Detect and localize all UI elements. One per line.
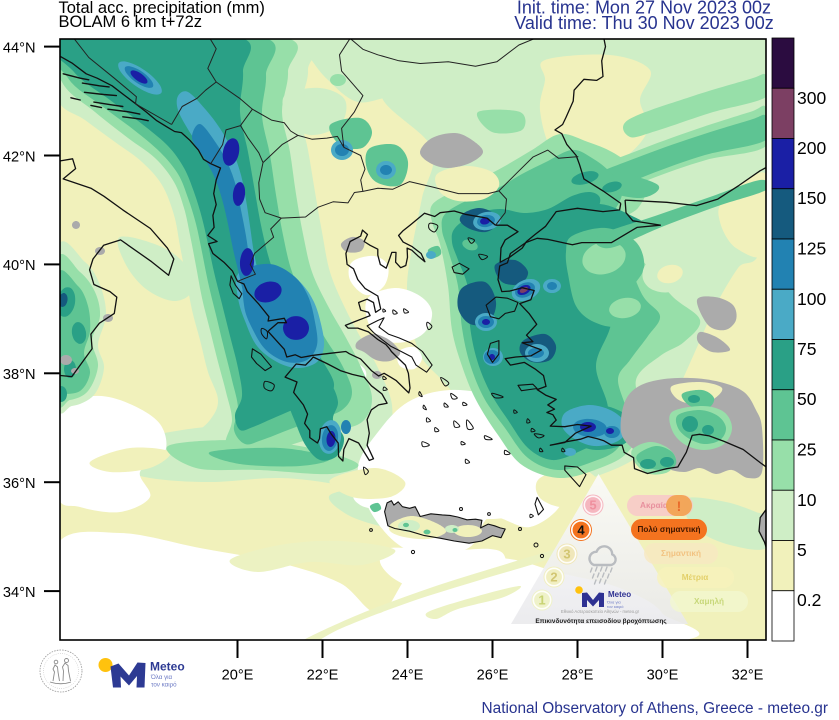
svg-text:Όλα για: Όλα για (150, 674, 173, 681)
svg-text:38°N: 38°N (3, 367, 36, 383)
svg-text:150: 150 (797, 188, 826, 208)
svg-text:200: 200 (797, 138, 826, 158)
svg-text:Εθνικό Αστεροσκοπείο Αθηνών -: Εθνικό Αστεροσκοπείο Αθηνών - meteo.gr (561, 609, 640, 614)
svg-text:50: 50 (797, 389, 817, 409)
svg-text:2: 2 (550, 570, 557, 585)
svg-text:26°E: 26°E (477, 668, 509, 684)
svg-text:3: 3 (563, 547, 570, 562)
svg-text:22°E: 22°E (307, 668, 339, 684)
svg-text:5: 5 (797, 540, 807, 560)
svg-text:20°E: 20°E (222, 668, 254, 684)
svg-text:0.2: 0.2 (797, 590, 821, 610)
svg-text:125: 125 (797, 239, 826, 259)
svg-text:100: 100 (797, 289, 826, 309)
svg-text:Init. time: Mon 27 Nov 2023 00: Init. time: Mon 27 Nov 2023 00z (517, 0, 771, 18)
svg-text:Επικινδυνότητα επεισοδίου βροχ: Επικινδυνότητα επεισοδίου βροχόπτωσης (535, 618, 667, 625)
svg-text:75: 75 (797, 339, 816, 359)
svg-text:τον καιρό: τον καιρό (151, 682, 177, 689)
svg-text:1: 1 (538, 593, 545, 608)
svg-text:Σημαντική: Σημαντική (661, 549, 701, 558)
svg-text:5: 5 (589, 498, 596, 513)
svg-text:National Observatory of Athens: National Observatory of Athens, Greece -… (482, 700, 828, 717)
svg-text:32°E: 32°E (732, 668, 764, 684)
svg-text:Total acc. precipitation (mm): Total acc. precipitation (mm) (59, 0, 265, 17)
svg-text:BOLAM 6 km t+72z: BOLAM 6 km t+72z (59, 13, 203, 31)
svg-text:Meteo: Meteo (608, 590, 631, 599)
svg-text:34°N: 34°N (3, 585, 36, 601)
svg-text:25: 25 (797, 440, 816, 460)
svg-text:300: 300 (797, 88, 826, 108)
svg-text:!: ! (677, 498, 682, 514)
svg-text:28°E: 28°E (562, 668, 594, 684)
svg-text:24°E: 24°E (392, 668, 424, 684)
svg-text:36°N: 36°N (3, 476, 36, 492)
svg-text:10: 10 (797, 490, 817, 510)
svg-text:40°N: 40°N (3, 258, 36, 274)
svg-text:42°N: 42°N (3, 149, 36, 165)
svg-text:44°N: 44°N (3, 40, 36, 56)
svg-text:Χαμηλή: Χαμηλή (694, 597, 724, 606)
svg-text:4: 4 (577, 523, 585, 538)
svg-text:Μέτρια: Μέτρια (682, 573, 709, 582)
svg-text:Όλα για: Όλα για (606, 600, 621, 605)
svg-text:Ακραία: Ακραία (640, 501, 668, 510)
svg-text:Πολύ σημαντική: Πολύ σημαντική (637, 525, 700, 534)
svg-text:τον καιρό: τον καιρό (607, 604, 624, 609)
svg-text:30°E: 30°E (647, 668, 679, 684)
svg-text:Meteo: Meteo (150, 660, 185, 674)
svg-text:Valid time: Thu 30 Nov 2023 00: Valid time: Thu 30 Nov 2023 00z (514, 13, 774, 33)
